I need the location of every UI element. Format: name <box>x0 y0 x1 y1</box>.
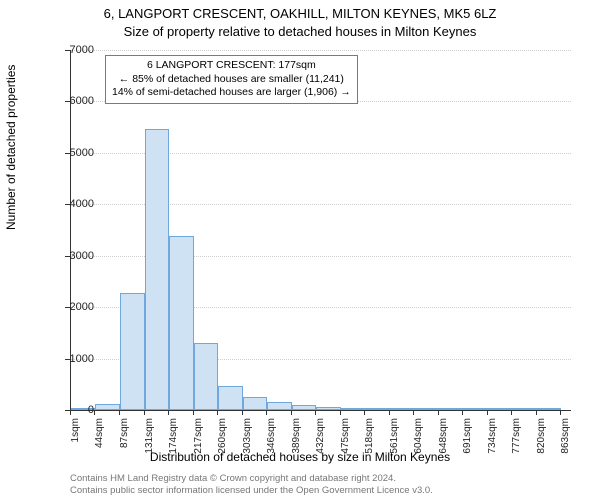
xtick-mark <box>364 410 365 415</box>
histogram-bar <box>218 386 242 410</box>
xtick-mark <box>119 410 120 415</box>
xtick-mark <box>560 410 561 415</box>
histogram-bar <box>488 408 512 410</box>
histogram-bar <box>120 293 145 410</box>
chart-title-line2: Size of property relative to detached ho… <box>0 24 600 39</box>
xtick-mark <box>193 410 194 415</box>
xtick-mark <box>168 410 169 415</box>
xtick-label: 691sqm <box>462 418 473 468</box>
xtick-label: 777sqm <box>511 418 522 468</box>
xtick-mark <box>536 410 537 415</box>
xtick-label: 561sqm <box>389 418 400 468</box>
xtick-mark <box>266 410 267 415</box>
footer-line1: Contains HM Land Registry data © Crown c… <box>70 473 396 484</box>
annotation-box: 6 LANGPORT CRESCENT: 177sqm ← 85% of det… <box>105 55 358 104</box>
xtick-label: 346sqm <box>266 418 277 468</box>
xtick-label: 87sqm <box>119 418 130 468</box>
xtick-mark <box>413 410 414 415</box>
histogram-bar <box>243 397 267 410</box>
chart-title-line1: 6, LANGPORT CRESCENT, OAKHILL, MILTON KE… <box>0 6 600 21</box>
xtick-mark <box>315 410 316 415</box>
ytick-label: 4000 <box>54 198 94 210</box>
xtick-label: 734sqm <box>487 418 498 468</box>
xtick-mark <box>462 410 463 415</box>
y-axis-label: Number of detached properties <box>4 65 18 230</box>
xtick-mark <box>291 410 292 415</box>
xtick-label: 863sqm <box>560 418 571 468</box>
xtick-label: 475sqm <box>340 418 351 468</box>
xtick-label: 131sqm <box>144 418 155 468</box>
xtick-label: 432sqm <box>315 418 326 468</box>
xtick-mark <box>340 410 341 415</box>
histogram-bar <box>292 405 316 410</box>
ytick-label: 7000 <box>54 44 94 56</box>
xtick-label: 260sqm <box>217 418 228 468</box>
xtick-label: 820sqm <box>536 418 547 468</box>
histogram-bar <box>365 408 389 410</box>
histogram-bar <box>341 408 365 410</box>
histogram-bar <box>390 408 414 410</box>
xtick-label: 217sqm <box>193 418 204 468</box>
ytick-label: 2000 <box>54 301 94 313</box>
xtick-mark <box>487 410 488 415</box>
xtick-mark <box>217 410 218 415</box>
annotation-line3: 14% of semi-detached houses are larger (… <box>112 86 351 100</box>
histogram-bar <box>194 343 218 410</box>
xtick-label: 518sqm <box>364 418 375 468</box>
histogram-bar <box>512 408 536 410</box>
xtick-label: 174sqm <box>168 418 179 468</box>
xtick-label: 648sqm <box>438 418 449 468</box>
histogram-bar <box>414 408 439 410</box>
xtick-label: 303sqm <box>242 418 253 468</box>
ytick-label: 0 <box>54 404 94 416</box>
annotation-line2: ← 85% of detached houses are smaller (11… <box>112 73 351 87</box>
xtick-mark <box>438 410 439 415</box>
ytick-label: 1000 <box>54 353 94 365</box>
histogram-chart: 6, LANGPORT CRESCENT, OAKHILL, MILTON KE… <box>0 0 600 500</box>
histogram-bar <box>316 407 340 410</box>
histogram-bar <box>145 129 169 410</box>
xtick-mark <box>389 410 390 415</box>
histogram-bar <box>267 402 291 410</box>
histogram-bar <box>95 404 119 410</box>
histogram-bar <box>463 408 487 410</box>
xtick-label: 1sqm <box>70 418 81 468</box>
xtick-label: 389sqm <box>291 418 302 468</box>
ytick-label: 3000 <box>54 250 94 262</box>
footer-line2: Contains public sector information licen… <box>70 485 433 496</box>
xtick-mark <box>94 410 95 415</box>
xtick-label: 604sqm <box>413 418 424 468</box>
histogram-bar <box>169 236 193 410</box>
xtick-mark <box>242 410 243 415</box>
ytick-label: 5000 <box>54 147 94 159</box>
plot-area <box>70 50 571 411</box>
annotation-line1: 6 LANGPORT CRESCENT: 177sqm <box>112 59 351 73</box>
histogram-bar <box>537 408 561 410</box>
xtick-mark <box>144 410 145 415</box>
grid-line <box>71 50 571 51</box>
histogram-bar <box>439 408 463 410</box>
ytick-label: 6000 <box>54 95 94 107</box>
xtick-mark <box>511 410 512 415</box>
xtick-label: 44sqm <box>94 418 105 468</box>
xtick-mark <box>70 410 71 415</box>
